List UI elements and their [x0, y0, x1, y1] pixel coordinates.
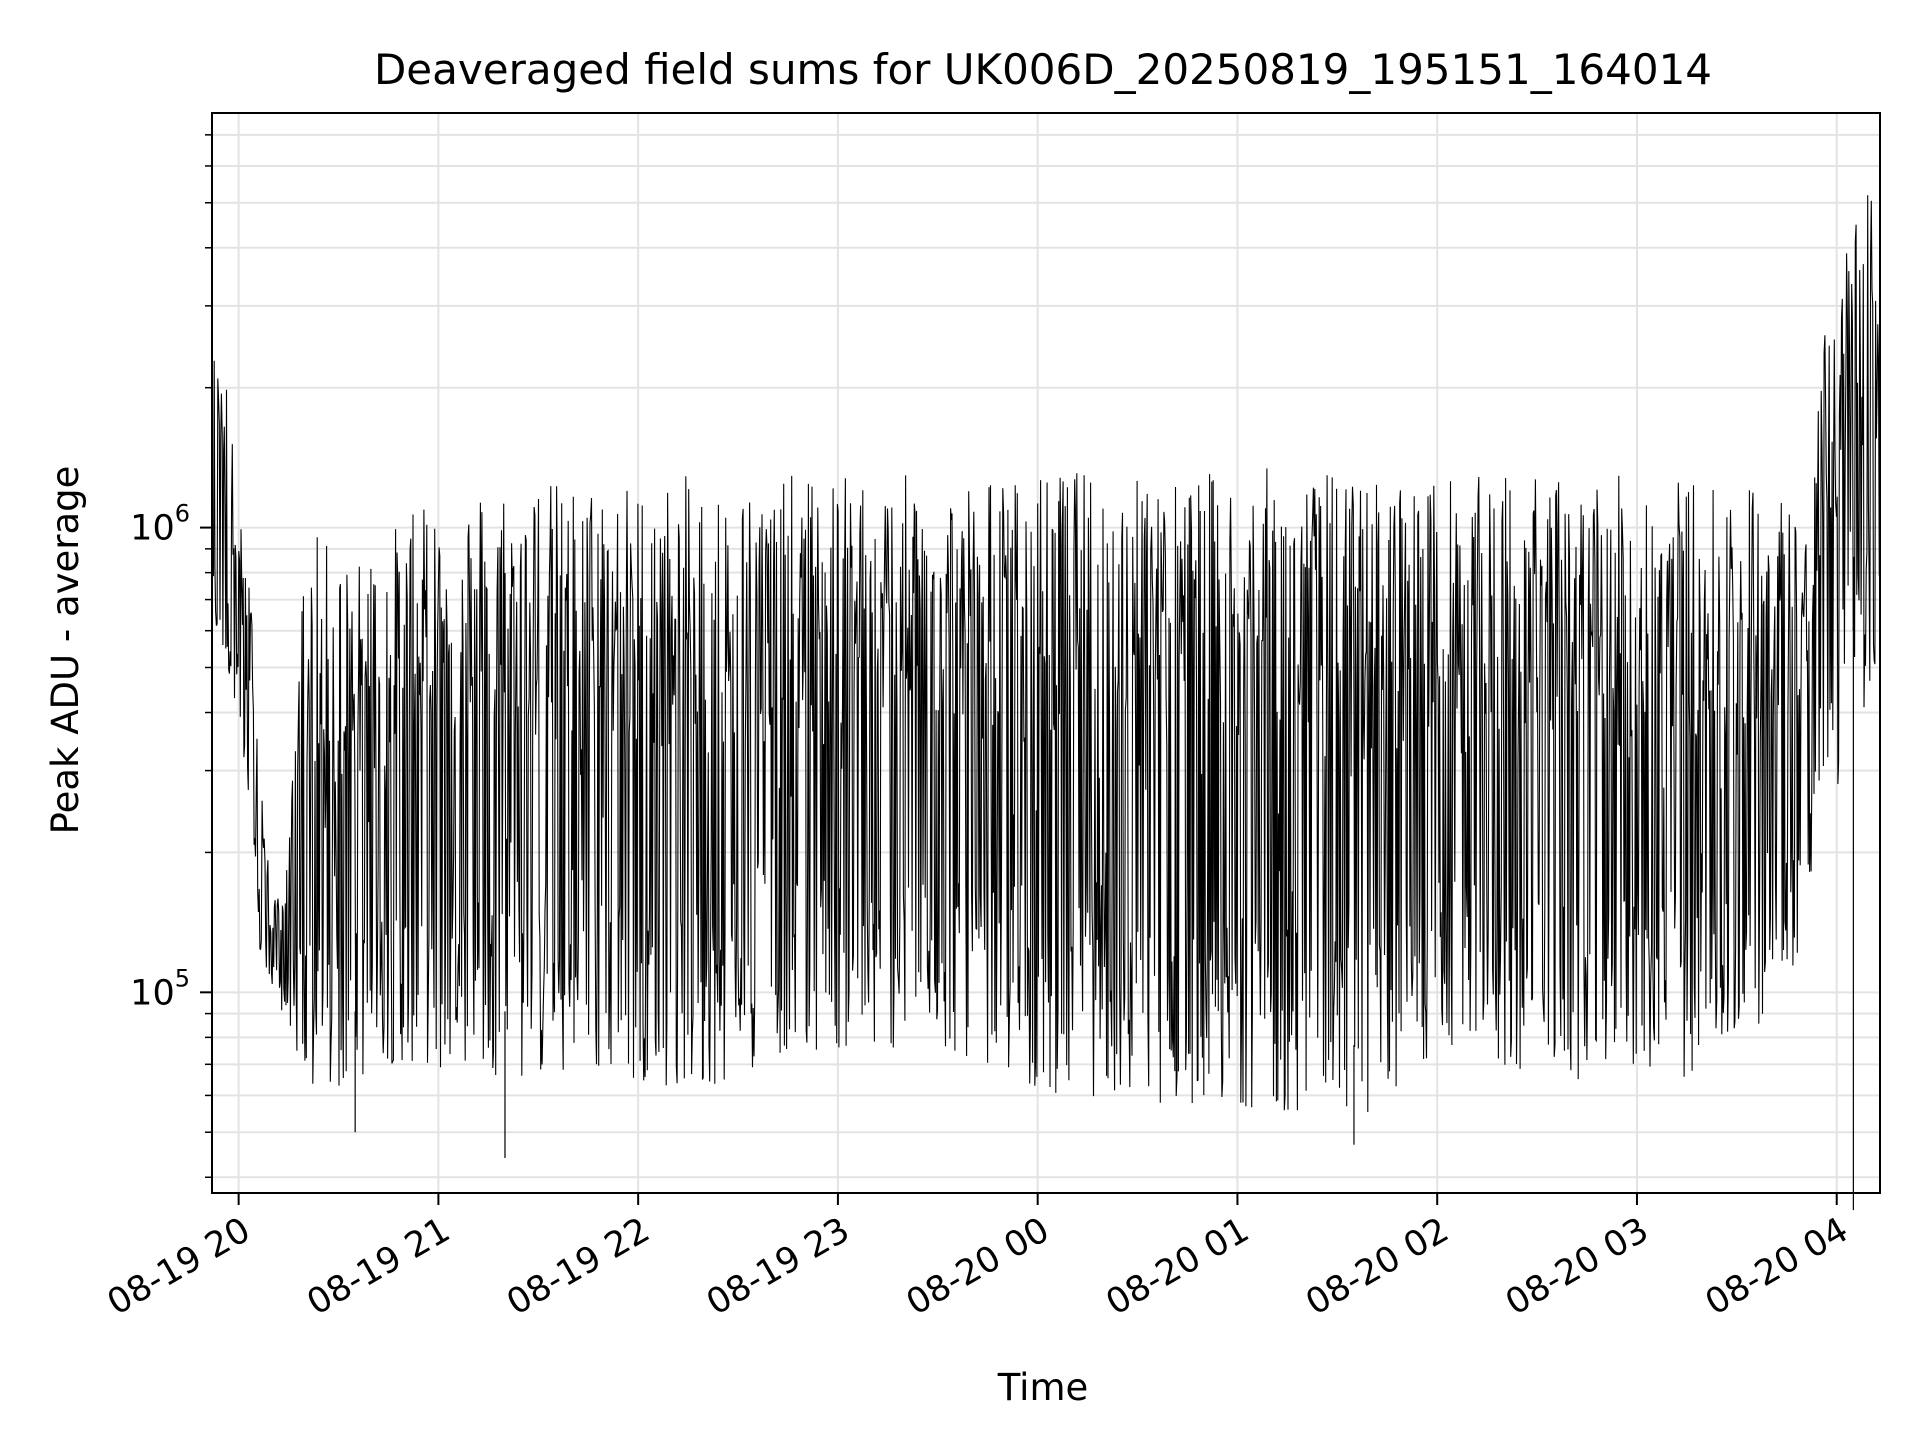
x-tick-label: 08-20 02 [1299, 1210, 1455, 1323]
x-tick-label: 08-19 22 [500, 1210, 656, 1323]
x-tick-label: 08-20 04 [1699, 1210, 1855, 1323]
x-tick-label: 08-19 23 [700, 1210, 856, 1323]
data-series [211, 195, 1881, 1211]
y-tick-label: 105 [130, 964, 190, 1013]
plot-frame [211, 112, 1881, 1194]
y-axis-label: Peak ADU - average [44, 466, 87, 835]
x-tick-label: 08-19 20 [101, 1210, 257, 1323]
y-tick-label: 106 [130, 500, 190, 549]
x-axis-label: Time [997, 1366, 1089, 1409]
x-tick-label: 08-19 21 [301, 1210, 457, 1323]
chart-title: Deaveraged field sums for UK006D_2025081… [374, 45, 1712, 94]
series-line [211, 195, 1881, 1113]
x-tick-label: 08-20 01 [1100, 1210, 1256, 1323]
x-tick-label: 08-20 00 [900, 1210, 1056, 1323]
x-tick-label: 08-20 03 [1499, 1210, 1655, 1323]
